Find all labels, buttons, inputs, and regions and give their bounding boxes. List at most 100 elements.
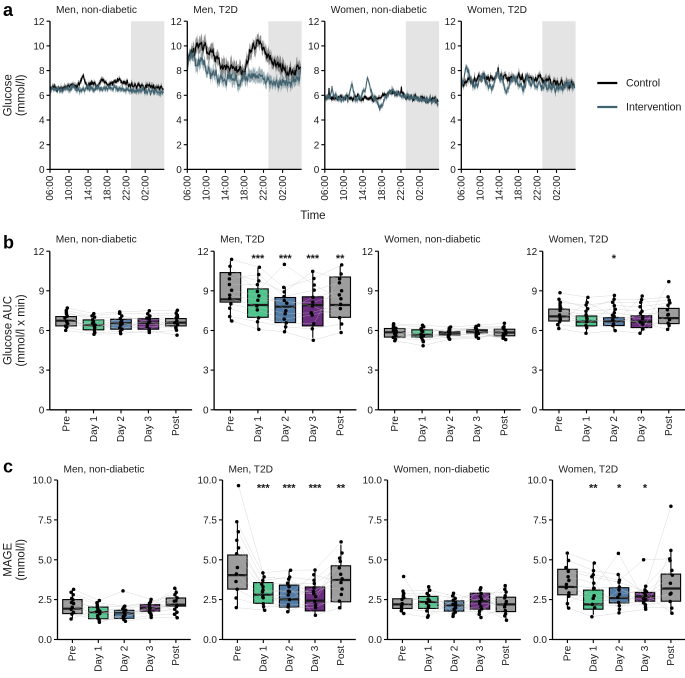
svg-text:7.5: 7.5: [203, 516, 217, 527]
svg-text:**: **: [336, 253, 345, 265]
svg-text:6: 6: [176, 91, 182, 102]
svg-text:Post: Post: [335, 416, 346, 436]
svg-text:Day 1: Day 1: [417, 416, 428, 443]
svg-text:Men, non-diabetic: Men, non-diabetic: [56, 5, 137, 16]
svg-text:6: 6: [39, 91, 45, 102]
svg-text:Intervention: Intervention: [626, 102, 681, 114]
svg-text:3: 3: [39, 366, 45, 377]
svg-text:Day 3: Day 3: [475, 645, 486, 672]
svg-text:14:00: 14:00: [495, 175, 506, 200]
svg-text:Pre: Pre: [554, 416, 565, 432]
svg-text:9: 9: [367, 286, 373, 297]
svg-text:12: 12: [308, 17, 320, 28]
svg-text:Post: Post: [500, 416, 511, 436]
svg-text:Women, T2D: Women, T2D: [549, 235, 609, 246]
svg-text:2.5: 2.5: [203, 595, 217, 606]
svg-text:***: ***: [283, 483, 297, 495]
svg-text:10: 10: [445, 42, 457, 53]
svg-text:Men, T2D: Men, T2D: [220, 235, 265, 246]
svg-text:Pre: Pre: [61, 416, 72, 432]
svg-text:6: 6: [39, 326, 45, 337]
svg-text:(mmol/l x min): (mmol/l x min): [16, 294, 28, 366]
svg-text:0: 0: [367, 405, 373, 416]
svg-text:06:00: 06:00: [183, 175, 194, 200]
svg-text:2: 2: [176, 140, 182, 151]
svg-text:12: 12: [171, 17, 183, 28]
svg-text:6: 6: [314, 91, 320, 102]
svg-text:Glucose AUC: Glucose AUC: [3, 296, 15, 365]
svg-text:**: **: [589, 483, 598, 495]
svg-text:6: 6: [532, 326, 538, 337]
svg-text:Day 2: Day 2: [445, 416, 456, 443]
svg-text:0.0: 0.0: [533, 635, 547, 646]
svg-text:Post: Post: [664, 416, 675, 436]
svg-text:22:00: 22:00: [533, 175, 544, 200]
svg-text:5.0: 5.0: [533, 555, 547, 566]
svg-text:5.0: 5.0: [203, 555, 217, 566]
svg-text:Women, non-diabetic: Women, non-diabetic: [331, 5, 427, 16]
svg-text:10:00: 10:00: [202, 175, 213, 200]
svg-text:06:00: 06:00: [457, 175, 468, 200]
svg-text:3: 3: [367, 366, 373, 377]
svg-text:Post: Post: [171, 645, 182, 665]
svg-text:Post: Post: [171, 416, 182, 436]
svg-text:9: 9: [532, 286, 538, 297]
svg-text:22:00: 22:00: [259, 175, 270, 200]
svg-text:12: 12: [362, 247, 374, 258]
svg-text:18:00: 18:00: [514, 175, 525, 200]
svg-text:12: 12: [33, 247, 45, 258]
svg-text:Time: Time: [300, 210, 325, 222]
svg-text:4: 4: [314, 116, 320, 127]
svg-text:Day 2: Day 2: [609, 416, 620, 443]
svg-text:02:00: 02:00: [278, 175, 289, 200]
svg-text:Day 2: Day 2: [614, 645, 625, 672]
svg-text:Post: Post: [336, 645, 347, 665]
svg-text:4: 4: [450, 116, 456, 127]
svg-text:c: c: [3, 457, 13, 477]
svg-text:Day 3: Day 3: [472, 416, 483, 443]
svg-text:02:00: 02:00: [552, 175, 563, 200]
svg-text:0: 0: [39, 405, 45, 416]
svg-text:8: 8: [39, 66, 45, 77]
svg-text:2.5: 2.5: [368, 595, 382, 606]
svg-text:10.0: 10.0: [33, 476, 53, 487]
svg-text:Men, T2D: Men, T2D: [193, 5, 238, 16]
svg-text:Women, non-diabetic: Women, non-diabetic: [384, 235, 480, 246]
svg-text:Pre: Pre: [398, 645, 409, 661]
svg-text:***: ***: [279, 253, 293, 265]
svg-text:0: 0: [314, 165, 320, 176]
svg-text:Day 1: Day 1: [589, 645, 600, 672]
svg-text:**: **: [337, 483, 346, 495]
svg-text:0.0: 0.0: [38, 635, 52, 646]
svg-text:Day 1: Day 1: [94, 645, 105, 672]
svg-text:5.0: 5.0: [38, 555, 52, 566]
svg-text:06:00: 06:00: [320, 175, 331, 200]
svg-text:Men, non-diabetic: Men, non-diabetic: [56, 235, 137, 246]
svg-text:Men, non-diabetic: Men, non-diabetic: [64, 465, 145, 476]
svg-text:Day 2: Day 2: [119, 645, 130, 672]
svg-text:Day 3: Day 3: [310, 645, 321, 672]
svg-text:10:00: 10:00: [339, 175, 350, 200]
svg-text:Day 3: Day 3: [640, 645, 651, 672]
svg-text:2: 2: [450, 140, 456, 151]
svg-text:14:00: 14:00: [358, 175, 369, 200]
svg-text:10: 10: [33, 42, 45, 53]
svg-text:Control: Control: [626, 78, 660, 90]
svg-text:Pre: Pre: [563, 645, 574, 661]
svg-text:0.0: 0.0: [368, 635, 382, 646]
svg-text:10.0: 10.0: [198, 476, 218, 487]
svg-text:Day 2: Day 2: [284, 645, 295, 672]
svg-text:Pre: Pre: [226, 416, 237, 432]
svg-text:2: 2: [39, 140, 45, 151]
svg-text:8: 8: [450, 66, 456, 77]
svg-text:Pre: Pre: [68, 645, 79, 661]
svg-text:14:00: 14:00: [221, 175, 232, 200]
svg-text:Day 1: Day 1: [424, 645, 435, 672]
svg-text:Day 1: Day 1: [259, 645, 270, 672]
svg-text:7.5: 7.5: [533, 516, 547, 527]
svg-text:*: *: [612, 253, 617, 265]
svg-text:Pre: Pre: [233, 645, 244, 661]
svg-text:Pre: Pre: [390, 416, 401, 432]
svg-text:Day 1: Day 1: [582, 416, 593, 443]
svg-text:Day 2: Day 2: [449, 645, 460, 672]
